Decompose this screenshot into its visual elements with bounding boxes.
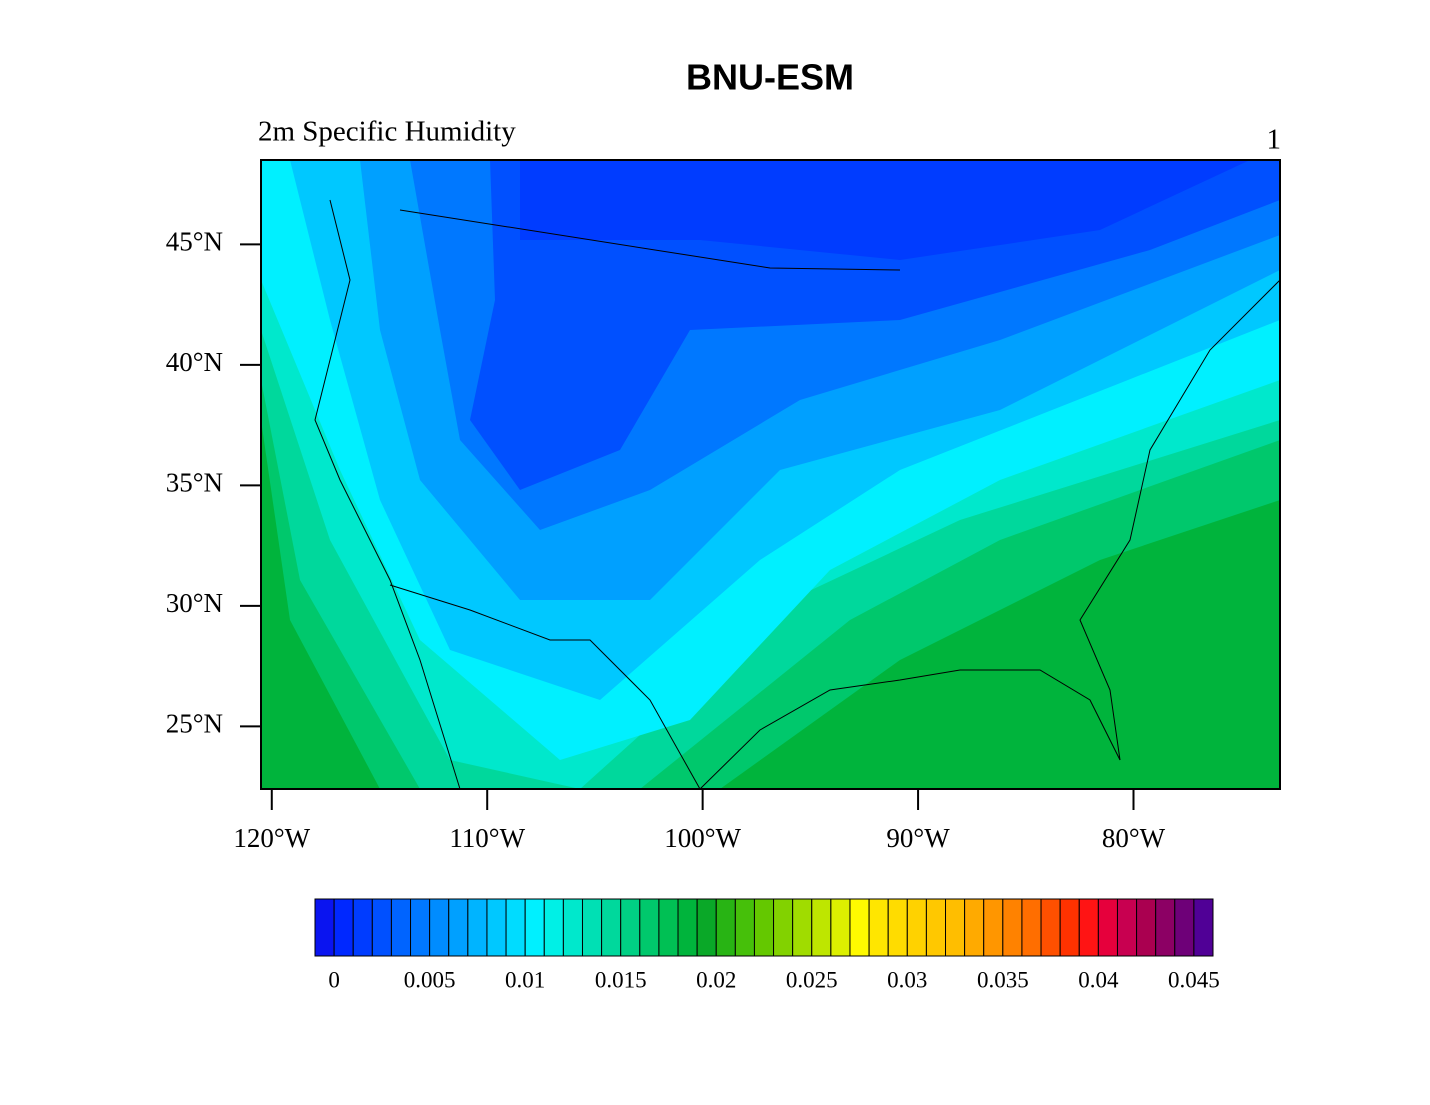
colorbar-label: 0.01 bbox=[505, 967, 545, 992]
colorbar-box bbox=[486, 898, 507, 957]
colorbar-box bbox=[792, 898, 813, 957]
y-tick-label: 45°N bbox=[166, 227, 223, 257]
colorbar-box bbox=[964, 898, 985, 957]
colorbar-label: 0.035 bbox=[977, 967, 1029, 992]
x-tick-label: 110°W bbox=[449, 823, 525, 853]
colorbar-box bbox=[1021, 898, 1042, 957]
colorbar-box bbox=[467, 898, 488, 957]
colorbar-box bbox=[581, 898, 603, 957]
colorbar-label: 0.04 bbox=[1078, 967, 1119, 992]
colorbar-box bbox=[1040, 898, 1061, 957]
colorbar-box bbox=[390, 898, 412, 957]
colorbar-box bbox=[925, 898, 947, 957]
x-tick-label: 80°W bbox=[1102, 823, 1166, 853]
colorbar-box bbox=[906, 898, 927, 957]
colorbar-box bbox=[1155, 898, 1176, 957]
colorbar-box bbox=[505, 898, 526, 957]
colorbar-box bbox=[715, 898, 736, 957]
colorbar-box bbox=[333, 898, 354, 957]
colorbar-label: 0.005 bbox=[404, 967, 456, 992]
colorbar-box bbox=[1116, 898, 1138, 957]
plot-frame bbox=[260, 159, 1281, 790]
colorbar-box bbox=[887, 898, 908, 957]
x-tick-label: 120°W bbox=[233, 823, 310, 853]
colorbar-box bbox=[1193, 898, 1214, 957]
x-tick-label: 100°W bbox=[664, 823, 741, 853]
colorbar-box bbox=[1174, 898, 1195, 957]
colorbar-box bbox=[696, 898, 717, 957]
colorbar-box bbox=[314, 898, 335, 957]
colorbar-box bbox=[773, 898, 794, 957]
colorbar-box bbox=[868, 898, 889, 957]
y-tick-label: 30°N bbox=[166, 588, 223, 618]
colorbar-box bbox=[601, 898, 622, 957]
colorbar-box bbox=[945, 898, 966, 957]
colorbar-label: 0.015 bbox=[595, 967, 647, 992]
colorbar-box bbox=[1097, 898, 1118, 957]
colorbar-box bbox=[1059, 898, 1080, 957]
colorbar-box bbox=[830, 898, 851, 957]
colorbar-box bbox=[543, 898, 564, 957]
colorbar-box bbox=[849, 898, 870, 957]
colorbar-box bbox=[524, 898, 545, 957]
colorbar-box bbox=[371, 898, 392, 957]
x-tick-label: 90°W bbox=[886, 823, 950, 853]
colorbar-box bbox=[1136, 898, 1157, 957]
y-tick-label: 40°N bbox=[166, 347, 223, 377]
colorbar-label: 0.03 bbox=[887, 967, 927, 992]
colorbar-box bbox=[429, 898, 450, 957]
colorbar-box bbox=[1078, 898, 1099, 957]
colorbar-box bbox=[677, 898, 698, 957]
colorbar-box bbox=[448, 898, 469, 957]
colorbar-box bbox=[639, 898, 660, 957]
colorbar-label: 0.02 bbox=[696, 967, 736, 992]
y-tick-label: 35°N bbox=[166, 468, 223, 498]
colorbar-label: 0.045 bbox=[1168, 967, 1220, 992]
colorbar-box bbox=[410, 898, 431, 957]
colorbar-box bbox=[658, 898, 679, 957]
colorbar-box bbox=[983, 898, 1004, 957]
chart-title: BNU-ESM bbox=[686, 57, 854, 98]
colorbar-box bbox=[562, 898, 583, 957]
colorbar-box bbox=[753, 898, 775, 957]
subtitle: 2m Specific Humidity bbox=[258, 116, 516, 148]
panel-label: 1 bbox=[1267, 124, 1282, 156]
colorbar-box bbox=[811, 898, 832, 957]
colorbar-label: 0.025 bbox=[786, 967, 838, 992]
colorbar-box bbox=[352, 898, 373, 957]
y-tick-label: 25°N bbox=[166, 709, 223, 739]
colorbar-box bbox=[1002, 898, 1023, 957]
humidity-field bbox=[261, 160, 1280, 789]
colorbar-box bbox=[734, 898, 755, 957]
colorbar-box bbox=[620, 898, 641, 957]
colorbar-label: 0 bbox=[328, 967, 340, 992]
